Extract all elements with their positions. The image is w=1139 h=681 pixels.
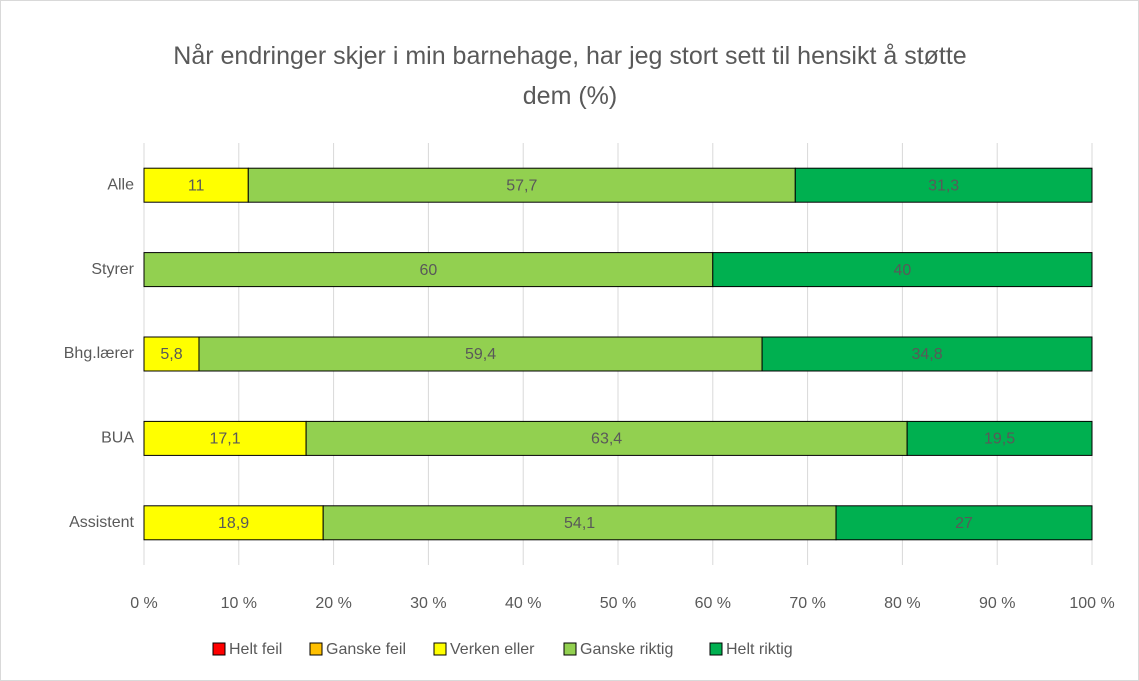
legend-swatch <box>309 642 323 656</box>
bar-segment <box>761 336 1093 372</box>
legend-swatch <box>563 642 577 656</box>
data-label: 34,8 <box>911 346 942 363</box>
legend-swatch <box>709 642 723 656</box>
data-label: 27 <box>955 515 973 532</box>
legend-label: Ganske feil <box>326 641 406 658</box>
legend-label: Verken eller <box>450 641 535 658</box>
legend-swatch <box>212 642 226 656</box>
bar-segment <box>198 336 763 372</box>
x-tick-label: 100 % <box>1069 595 1114 612</box>
x-tick-label: 30 % <box>410 595 446 612</box>
data-label: 59,4 <box>465 346 496 363</box>
bar-segment <box>143 505 324 541</box>
data-label: 60 <box>420 262 438 279</box>
bar-segment <box>143 336 200 372</box>
legend-label: Helt feil <box>229 641 282 658</box>
data-label: 18,9 <box>218 515 249 532</box>
x-tick-label: 80 % <box>884 595 920 612</box>
data-label: 11 <box>188 177 205 194</box>
x-tick-label: 90 % <box>979 595 1015 612</box>
y-tick-label: Styrer <box>91 261 134 278</box>
data-label: 19,5 <box>984 431 1015 448</box>
x-tick-label: 20 % <box>315 595 351 612</box>
x-tick-label: 0 % <box>130 595 158 612</box>
y-tick-label: Bhg.lærer <box>64 345 135 362</box>
y-tick-label: Assistent <box>69 514 134 531</box>
data-label: 40 <box>894 262 912 279</box>
bar-segment <box>906 420 1093 456</box>
x-tick-label: 50 % <box>600 595 636 612</box>
x-tick-label: 60 % <box>695 595 731 612</box>
legend-label: Helt riktig <box>726 641 793 658</box>
data-label: 57,7 <box>506 177 537 194</box>
data-label: 17,1 <box>209 431 240 448</box>
bar-segment <box>794 167 1093 203</box>
data-label: 63,4 <box>591 431 622 448</box>
y-tick-label: Alle <box>107 176 134 193</box>
legend-label: Ganske riktig <box>580 641 673 658</box>
chart-title: Når endringer skjer i min barnehage, har… <box>173 42 967 110</box>
data-label: 31,3 <box>928 177 959 194</box>
bar-segment <box>712 252 1093 288</box>
bar-segment <box>247 167 796 203</box>
x-tick-label: 70 % <box>789 595 825 612</box>
y-tick-label: BUA <box>101 430 134 447</box>
bar-segment <box>835 505 1093 541</box>
legend-swatch <box>433 642 447 656</box>
x-tick-label: 10 % <box>221 595 257 612</box>
data-label: 54,1 <box>564 515 595 532</box>
bar-segment <box>143 167 249 203</box>
bar-segment <box>143 252 714 288</box>
bar-segment <box>322 505 837 541</box>
x-tick-label: 40 % <box>505 595 541 612</box>
data-label: 5,8 <box>160 346 182 363</box>
